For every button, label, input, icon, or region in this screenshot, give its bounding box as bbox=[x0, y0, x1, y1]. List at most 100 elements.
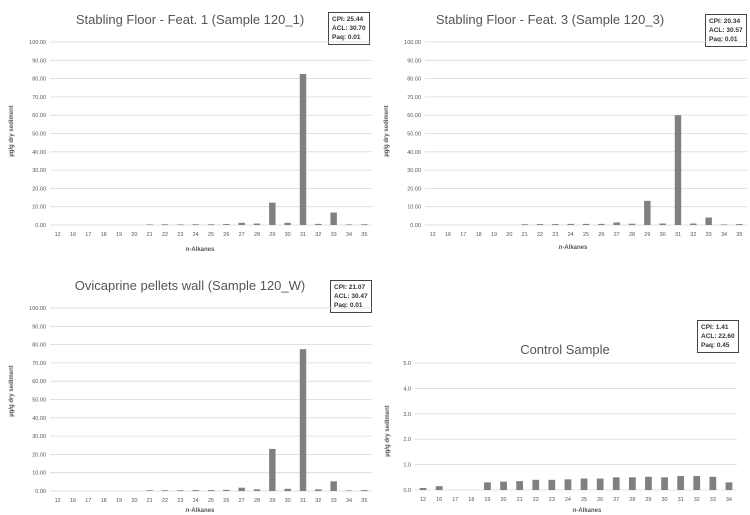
x-tick-label: 26 bbox=[597, 497, 603, 503]
bar bbox=[582, 223, 590, 225]
x-tick-label: 29 bbox=[645, 497, 651, 503]
bar bbox=[736, 224, 743, 225]
x-tick-label: 21 bbox=[147, 498, 153, 504]
y-tick-label: 30.00 bbox=[32, 434, 46, 440]
bar bbox=[146, 224, 153, 226]
bar bbox=[207, 490, 215, 491]
y-tick-label: 20.00 bbox=[32, 186, 46, 192]
x-tick-label: 28 bbox=[629, 497, 635, 503]
x-tick-label: 23 bbox=[549, 497, 555, 503]
stat-paq: Paq: 0.01 bbox=[332, 34, 361, 41]
bar bbox=[567, 223, 574, 225]
y-tick-label: 30.00 bbox=[407, 168, 421, 174]
x-tick-label: 17 bbox=[85, 232, 91, 238]
y-tick-label: 70.00 bbox=[32, 361, 46, 367]
chart-panel-3: Ovicaprine pellets wall (Sample 120_W) C… bbox=[0, 258, 375, 515]
bar bbox=[693, 476, 701, 490]
y-tick-label: 20.00 bbox=[32, 452, 46, 458]
y-tick-label: 90.00 bbox=[407, 58, 421, 64]
x-tick-label: 31 bbox=[300, 232, 306, 238]
bar bbox=[661, 477, 668, 490]
x-tick-label: 29 bbox=[269, 232, 275, 238]
bar bbox=[644, 200, 651, 225]
x-tick-label: 12 bbox=[55, 232, 61, 238]
chart-plot: 0.00 10.00 20.00 30.00 40.00 50.00 60.00 70.00 8… bbox=[29, 40, 372, 238]
bar bbox=[161, 490, 169, 491]
y-tick-label: 90.00 bbox=[32, 58, 46, 64]
bar bbox=[548, 479, 556, 490]
y-tick-label: 40.00 bbox=[32, 416, 46, 422]
bar bbox=[516, 481, 524, 490]
stats-box: CPI: 21.07 ACL: 30.47 Paq: 0.01 bbox=[330, 280, 372, 313]
x-tick-label: 25 bbox=[583, 232, 589, 238]
y-tick-label: 100.00 bbox=[29, 306, 46, 312]
x-tick-label: 33 bbox=[710, 497, 716, 503]
x-tick-label: 32 bbox=[694, 497, 700, 503]
bar bbox=[299, 74, 307, 226]
bar bbox=[161, 224, 169, 225]
bar bbox=[284, 488, 291, 491]
x-tick-label: 12 bbox=[430, 232, 436, 238]
x-tick-label: 34 bbox=[726, 497, 732, 503]
x-tick-label: 25 bbox=[581, 497, 587, 503]
bar bbox=[564, 479, 572, 490]
stats-box: CPI: 20.34 ACL: 30.57 Paq: 0.01 bbox=[705, 14, 747, 47]
x-tick-label: 18 bbox=[468, 497, 474, 503]
y-tick-label: 0.0 bbox=[403, 488, 411, 494]
chart-plot: 0.00 10.00 20.00 30.00 40.00 50.00 60.00 70.00 8… bbox=[404, 40, 747, 238]
y-tick-label: 0.00 bbox=[35, 489, 46, 495]
bar bbox=[690, 223, 697, 225]
bar bbox=[223, 489, 230, 491]
y-tick-label: 2.0 bbox=[403, 437, 411, 443]
y-tick-label: 70.00 bbox=[407, 95, 421, 101]
x-tick-label: 34 bbox=[346, 498, 352, 504]
x-tick-label: 16 bbox=[70, 232, 76, 238]
x-tick-label: 31 bbox=[678, 497, 684, 503]
chart-title: Stabling Floor - Feat. 3 (Sample 120_3) bbox=[435, 12, 665, 27]
x-tick-label: 33 bbox=[331, 232, 337, 238]
y-tick-label: 40.00 bbox=[32, 150, 46, 156]
bar bbox=[361, 224, 368, 225]
y-tick-label: 30.00 bbox=[32, 168, 46, 174]
x-tick-label: 18 bbox=[101, 498, 107, 504]
stats-box: CPI: 25.44 ACL: 30.70 Paq: 0.01 bbox=[328, 12, 370, 45]
bar bbox=[177, 490, 184, 491]
x-tick-label: 21 bbox=[522, 232, 528, 238]
y-tick-label: 10.00 bbox=[32, 205, 46, 211]
x-tick-label: 23 bbox=[552, 232, 558, 238]
x-tick-label: 27 bbox=[613, 497, 619, 503]
x-axis-label: n-Alkanes bbox=[572, 508, 602, 514]
chart-title: Ovicaprine pellets wall (Sample 120_W) bbox=[74, 278, 306, 293]
x-tick-label: 32 bbox=[690, 232, 696, 238]
x-tick-label: 27 bbox=[239, 498, 245, 504]
x-tick-label: 24 bbox=[568, 232, 574, 238]
bar bbox=[315, 489, 322, 491]
bar bbox=[177, 224, 184, 226]
x-tick-label: 28 bbox=[629, 232, 635, 238]
y-tick-label: 10.00 bbox=[32, 471, 46, 477]
x-tick-label: 16 bbox=[70, 498, 76, 504]
x-tick-label: 17 bbox=[85, 498, 91, 504]
stat-acl: ACL: 30.57 bbox=[709, 27, 743, 34]
x-tick-label: 27 bbox=[239, 232, 245, 238]
bar bbox=[345, 490, 353, 492]
chart-panel-4: Control Sample CPI: 1.41 ACL: 22.60 Paq:… bbox=[375, 258, 750, 515]
stat-cpi: CPI: 20.34 bbox=[709, 18, 741, 25]
x-tick-label: 24 bbox=[193, 232, 199, 238]
x-tick-label: 20 bbox=[131, 498, 137, 504]
bar bbox=[192, 490, 199, 491]
x-tick-label: 35 bbox=[736, 232, 742, 238]
x-tick-label: 22 bbox=[162, 232, 168, 238]
y-tick-label: 60.00 bbox=[407, 113, 421, 119]
bar bbox=[253, 489, 261, 491]
x-tick-label: 24 bbox=[193, 498, 199, 504]
y-tick-label: 3.0 bbox=[403, 412, 411, 418]
x-tick-label: 35 bbox=[361, 232, 367, 238]
x-tick-label: 12 bbox=[420, 497, 426, 503]
bar bbox=[330, 481, 337, 491]
bar bbox=[552, 224, 559, 225]
bar bbox=[361, 490, 368, 491]
bar bbox=[269, 202, 276, 225]
chart-plot: 0.0 1.0 2.0 3.0 4.0 5.0 12 16 17 18 19 20 21 22 23 24 25… bbox=[403, 361, 737, 503]
bar bbox=[253, 223, 261, 225]
